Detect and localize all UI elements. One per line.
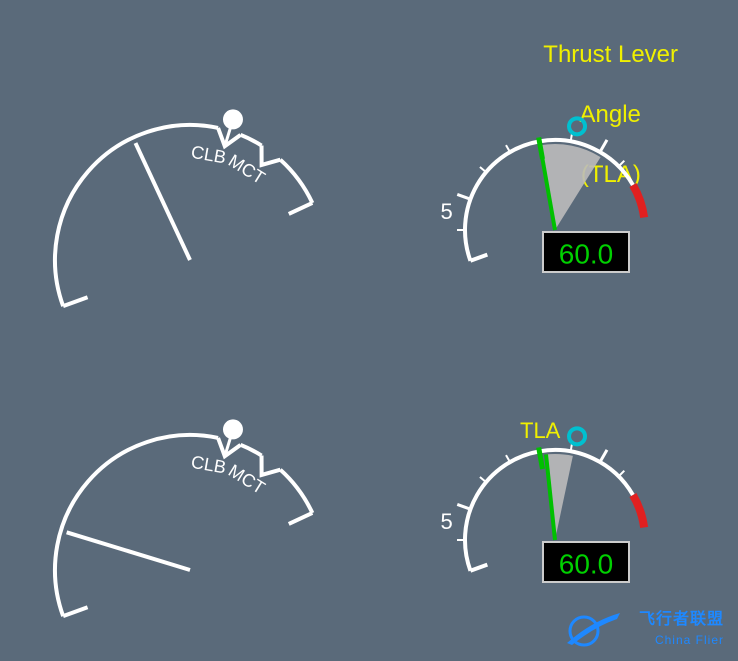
tla-five-label: 5 [441,509,453,534]
tla-readout-value: 60.0 [559,549,614,580]
tla-bug [569,428,585,444]
tla-red-arc [633,495,644,527]
tla-gauge-bottom: 560.0 [0,0,738,661]
